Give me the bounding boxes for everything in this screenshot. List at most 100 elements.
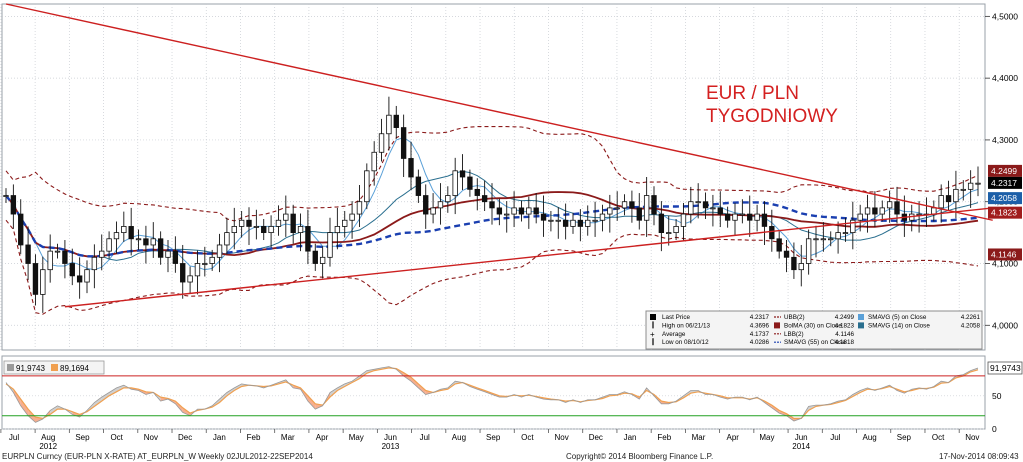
month-label: Mar [281, 433, 295, 442]
legend-label: Last Price [662, 314, 690, 321]
footer-copyright: Copyright© 2014 Bloomberg Finance L.P. [566, 452, 713, 461]
candle-body [562, 219, 569, 227]
oscillator-axis-label: 0 [992, 424, 997, 434]
candle-body [62, 250, 68, 264]
month-label: Dec [589, 433, 603, 442]
legend-label: LBB(2) [784, 331, 804, 338]
candle-body [938, 195, 944, 209]
candle-body [275, 219, 282, 227]
candle-body [614, 207, 620, 210]
candle-body [18, 213, 24, 246]
footer-security: EURPLN Curncy (EUR-PLN X-RATE) AT_EURPLN… [2, 452, 313, 461]
candle-body [636, 207, 642, 221]
chart-subtitle: TYGODNIOWY [706, 106, 838, 127]
legend-label: BolMA (30) on Close [784, 322, 842, 329]
candle-body [69, 263, 75, 277]
month-label: May [759, 433, 774, 442]
candle-body [334, 226, 341, 234]
trendline [64, 207, 993, 308]
oscillator-fill [411, 377, 419, 388]
candle-body [724, 213, 731, 221]
month-label: Sep [486, 433, 501, 442]
candle-body [599, 213, 606, 221]
month-label: Nov [554, 433, 568, 442]
month-label: May [349, 433, 364, 442]
candle-body [157, 238, 164, 258]
legend-label: UBB(2) [784, 314, 805, 321]
candle-body [47, 250, 53, 271]
candle-body [283, 213, 289, 221]
candle-body [894, 201, 900, 215]
oscillator-fill [50, 405, 58, 415]
month-label: Jan [624, 433, 637, 442]
price-axis-label: 4,5000 [992, 11, 1018, 21]
oscillator-fill [403, 372, 411, 382]
candle-body [864, 207, 871, 215]
price-label: 4.2317 [991, 178, 1017, 188]
year-label: 2012 [39, 442, 57, 451]
candle-body [857, 213, 863, 221]
oscillator-fill [219, 392, 227, 403]
legend-swatch [774, 322, 780, 329]
candle-body [540, 213, 547, 221]
legend-value: 4.0286 [750, 339, 770, 346]
legend-label: SMAVG (55) on Close [784, 339, 846, 346]
candle-body [327, 232, 333, 258]
candle-body [121, 226, 127, 234]
price-axis-label: 4,4000 [992, 73, 1018, 83]
legend-swatch [858, 322, 864, 329]
month-label: Apr [316, 433, 329, 442]
candle-body [305, 226, 311, 252]
candle-body [393, 114, 399, 128]
candle-body [842, 232, 849, 235]
oscillator-legend-slow: 89,1694 [60, 364, 89, 373]
legend-label: High on 06/21/13 [662, 322, 710, 329]
candle-body [135, 238, 142, 241]
legend-box [645, 310, 983, 350]
candle-body [268, 226, 274, 234]
year-label: 2014 [792, 442, 810, 451]
oscillator-fill [418, 383, 426, 395]
candle-body [496, 207, 503, 215]
candle-body [813, 238, 819, 241]
candle-body [202, 263, 208, 265]
candle-body [194, 263, 201, 277]
upper-bollinger-band [5, 126, 979, 222]
candle-body [621, 201, 628, 209]
legend-value: 4.2317 [750, 314, 770, 321]
candle-body [732, 213, 738, 221]
month-label: Jun [384, 433, 397, 442]
month-label: Sep [75, 433, 90, 442]
time-axis: Jul Aug Sep Oct Nov Dec Jan Feb Mar Apr May Jun Jul A… [0, 429, 979, 451]
candle-body [761, 213, 768, 227]
candles [3, 96, 981, 313]
legend-label: Average [662, 331, 686, 338]
legend-swatch [650, 314, 656, 320]
legend-value: 4.3696 [750, 322, 770, 329]
candle-body [437, 201, 444, 209]
candle-body [967, 182, 974, 190]
candle-body [319, 256, 326, 264]
oscillator-fill [101, 392, 110, 402]
candle-body [879, 207, 885, 215]
candle-body [238, 219, 245, 227]
oscillator-fill [94, 397, 102, 407]
candle-body [459, 170, 466, 178]
candle-body [32, 263, 39, 295]
footer-timestamp: 17-Nov-2014 08:09:43 [939, 452, 1019, 461]
candle-body [702, 201, 709, 209]
candle-body [371, 151, 377, 172]
price-panel-frame [1, 3, 986, 351]
oscillator-slow-line [5, 367, 979, 420]
candle-body [570, 219, 576, 227]
month-label: Oct [521, 433, 534, 442]
month-label: Oct [932, 433, 945, 442]
candle-body [187, 275, 193, 283]
month-label: Sep [897, 433, 912, 442]
candle-body [695, 201, 701, 204]
month-label: Nov [965, 433, 979, 442]
candle-body [10, 195, 17, 215]
chart-title: EUR / PLN [706, 83, 799, 104]
